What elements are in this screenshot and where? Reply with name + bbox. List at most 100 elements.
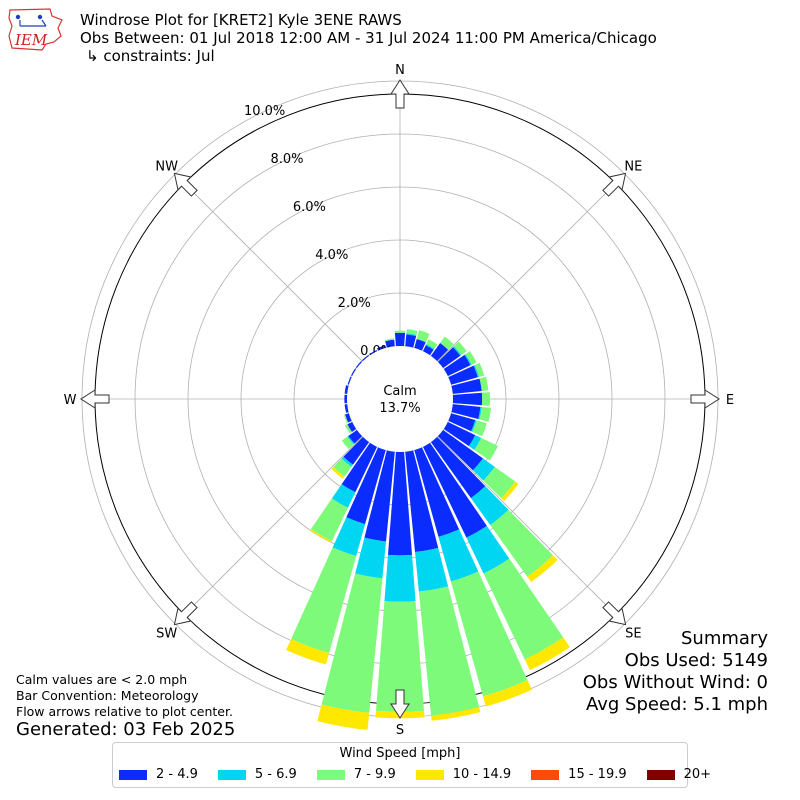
direction-label: SE bbox=[625, 626, 641, 641]
windrose-bar-segment bbox=[453, 346, 462, 356]
windrose-bar-segment bbox=[347, 376, 352, 385]
windrose-bar-segment bbox=[426, 339, 438, 349]
direction-label: NW bbox=[155, 160, 178, 175]
windrose-bar-segment bbox=[310, 498, 348, 542]
windrose-bar-segment bbox=[291, 547, 357, 653]
legend-label: 10 - 14.9 bbox=[452, 767, 512, 782]
windrose-bar-segment bbox=[317, 704, 370, 730]
windrose-bar-segment bbox=[369, 350, 378, 356]
legend-title: Wind Speed [mph] bbox=[339, 746, 461, 761]
windrose-bar-segment bbox=[466, 525, 510, 574]
windrose-bar-segment bbox=[465, 351, 477, 365]
windrose-bar-segment bbox=[524, 637, 570, 671]
iem-logo: IEM bbox=[8, 8, 63, 51]
windrose-bar-segment bbox=[437, 347, 461, 369]
windrose-bar-segment bbox=[416, 330, 430, 343]
windrose-bar-segment bbox=[376, 601, 424, 712]
windrose-bar-segment bbox=[355, 537, 387, 579]
windrose-bar-segment bbox=[343, 436, 370, 465]
windrose-bar-segment bbox=[347, 436, 355, 445]
logo-text: IEM bbox=[14, 31, 48, 49]
direction-labels: N NE E SE S SW W NW bbox=[64, 63, 735, 738]
windrose-bar-segment bbox=[331, 467, 345, 479]
direction-arrows bbox=[80, 79, 720, 719]
windrose-bar-segment bbox=[481, 392, 491, 406]
avg-speed: Avg Speed: 5.1 mph bbox=[586, 694, 768, 715]
windrose-bar-segment bbox=[414, 547, 449, 592]
windrose-bar-segment bbox=[472, 420, 487, 437]
windrose-bar-segment bbox=[450, 571, 528, 697]
windrose-bar-segment bbox=[332, 517, 366, 556]
windrose-bar-segment bbox=[425, 344, 435, 350]
windrose-bar-segment bbox=[474, 437, 498, 461]
windrose-bar-segment bbox=[430, 436, 486, 499]
windrose-bar-segment bbox=[468, 435, 482, 450]
windrose-bar-segment bbox=[501, 481, 519, 501]
windrose-bar-segment bbox=[394, 332, 406, 347]
windrose-bar-segment bbox=[321, 573, 383, 713]
note-convention: Bar Convention: Meteorology bbox=[16, 688, 199, 703]
windrose-bar-segment bbox=[478, 406, 482, 420]
summary-block: Summary Obs Used: 5149 Obs Without Wind:… bbox=[583, 628, 768, 716]
windrose-bar-segment bbox=[364, 450, 395, 542]
legend-label: 20+ bbox=[683, 767, 712, 782]
flow-arrow-icon bbox=[80, 389, 110, 409]
windrose-bar-segment bbox=[474, 362, 485, 377]
direction-label: NE bbox=[624, 160, 642, 175]
windrose-bar-segment bbox=[448, 365, 478, 385]
legend-item: 2 - 4.9 bbox=[119, 767, 198, 782]
windrose-bar-segment bbox=[388, 451, 412, 556]
windrose-bar-segment bbox=[473, 365, 480, 378]
windrose-bar-segment bbox=[472, 458, 495, 481]
legend-swatch bbox=[316, 769, 345, 780]
legend: Wind Speed [mph] 2 - 4.9 5 - 6.9 7 - 9.9… bbox=[112, 742, 711, 788]
windrose-bar-segment bbox=[346, 447, 386, 525]
windrose-bar-segment bbox=[406, 333, 417, 337]
windrose-bar-segment bbox=[345, 424, 352, 434]
radial-tick-label: 2.0% bbox=[338, 296, 371, 311]
flow-arrow-icon bbox=[173, 601, 198, 626]
radial-tick-label: 8.0% bbox=[270, 152, 303, 167]
summary-title: Summary bbox=[681, 628, 768, 649]
legend-label: 7 - 9.9 bbox=[353, 767, 396, 782]
constraints-text: ↳ constraints: Jul bbox=[86, 47, 215, 65]
note-calm: Calm values are < 2.0 mph bbox=[16, 672, 188, 687]
windrose-bar-segment bbox=[406, 329, 418, 335]
windrose-bar-segment bbox=[351, 368, 357, 377]
windrose-bar-segment bbox=[341, 436, 354, 450]
direction-label: N bbox=[395, 63, 405, 78]
generated-date: Generated: 03 Feb 2025 bbox=[16, 719, 236, 740]
windrose-bar-segment bbox=[464, 354, 472, 366]
windrose-bar-segment bbox=[422, 345, 434, 356]
flow-arrow-icon bbox=[390, 79, 410, 109]
windrose-bar-segment bbox=[479, 407, 491, 422]
legend-item: 10 - 14.9 bbox=[415, 767, 512, 782]
windrose-bar-segment bbox=[448, 413, 476, 432]
windrose-bar-segment bbox=[341, 456, 353, 467]
direction-label: SW bbox=[156, 626, 177, 641]
windrose-bar-segment bbox=[394, 330, 406, 333]
windrose-bar-segment bbox=[331, 484, 356, 508]
flow-arrow-icon bbox=[690, 389, 720, 409]
windrose-bar-segment bbox=[333, 458, 352, 477]
windrose-bars bbox=[286, 329, 570, 730]
title-block: Windrose Plot for [KRET2] Kyle 3ENE RAWS… bbox=[80, 11, 657, 65]
windrose-bar-segment bbox=[414, 447, 460, 537]
windrose-bar-segment bbox=[355, 360, 363, 369]
windrose-bar-segment bbox=[384, 338, 395, 342]
windrose-bar-segment bbox=[385, 339, 395, 348]
legend-item: 7 - 9.9 bbox=[316, 767, 396, 782]
obs-without-wind: Obs Without Wind: 0 bbox=[582, 672, 768, 693]
windrose-bar-segment bbox=[286, 639, 330, 665]
windrose-bar-segment bbox=[479, 376, 489, 391]
note-arrows: Flow arrows relative to plot center. bbox=[16, 704, 233, 719]
windrose-bar-segment bbox=[440, 336, 454, 350]
direction-label: E bbox=[726, 393, 734, 408]
legend-item: 5 - 6.9 bbox=[217, 767, 297, 782]
calm-value: 13.7% bbox=[379, 401, 420, 416]
direction-label: W bbox=[64, 393, 77, 408]
windrose-bar-segment bbox=[377, 345, 386, 351]
windrose-bar-segment bbox=[310, 529, 332, 543]
windrose-bar-segment bbox=[451, 378, 482, 394]
windrose-bar-segment bbox=[418, 586, 480, 716]
